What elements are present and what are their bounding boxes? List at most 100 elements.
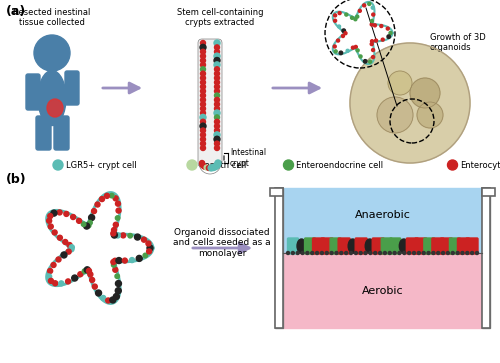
Circle shape [214, 49, 220, 54]
Circle shape [82, 222, 86, 227]
FancyBboxPatch shape [372, 238, 384, 254]
Circle shape [359, 252, 362, 254]
Circle shape [214, 110, 220, 116]
Circle shape [344, 32, 347, 35]
Circle shape [381, 38, 384, 41]
Circle shape [115, 233, 120, 238]
Circle shape [310, 252, 314, 254]
Circle shape [200, 128, 205, 133]
Circle shape [374, 252, 376, 254]
Circle shape [58, 281, 64, 286]
Circle shape [442, 252, 444, 254]
Circle shape [92, 284, 98, 289]
Circle shape [51, 262, 56, 268]
Ellipse shape [400, 239, 408, 253]
Circle shape [456, 252, 459, 254]
Circle shape [48, 278, 54, 284]
FancyBboxPatch shape [65, 71, 79, 105]
Circle shape [53, 160, 63, 170]
Circle shape [368, 60, 372, 63]
Circle shape [335, 252, 338, 254]
Circle shape [200, 119, 205, 124]
Circle shape [356, 49, 359, 52]
Circle shape [389, 32, 392, 34]
Circle shape [387, 35, 390, 38]
Bar [283, 188, 482, 253]
Circle shape [214, 146, 220, 151]
Circle shape [114, 222, 118, 227]
Circle shape [436, 252, 440, 254]
Circle shape [51, 210, 57, 216]
Circle shape [384, 252, 386, 254]
Circle shape [334, 19, 336, 22]
FancyBboxPatch shape [54, 116, 69, 150]
Circle shape [380, 25, 383, 28]
Circle shape [122, 258, 128, 263]
Bar [283, 253, 482, 328]
FancyBboxPatch shape [26, 74, 40, 110]
Circle shape [204, 165, 209, 170]
Text: Growth of 3D
organoids: Growth of 3D organoids [430, 33, 486, 52]
Circle shape [466, 252, 469, 254]
Circle shape [388, 252, 392, 254]
Circle shape [200, 62, 205, 68]
Circle shape [200, 84, 205, 89]
Circle shape [214, 71, 220, 76]
Circle shape [200, 97, 205, 102]
Circle shape [476, 252, 478, 254]
Circle shape [214, 106, 220, 111]
Circle shape [200, 76, 205, 81]
Circle shape [345, 13, 348, 16]
Circle shape [106, 298, 110, 303]
Circle shape [200, 137, 205, 142]
Circle shape [346, 49, 349, 52]
Circle shape [88, 272, 93, 277]
Circle shape [212, 164, 218, 170]
Circle shape [200, 93, 205, 98]
Circle shape [334, 14, 336, 17]
Circle shape [57, 210, 62, 215]
Circle shape [214, 97, 220, 102]
Circle shape [338, 12, 341, 15]
Circle shape [116, 258, 122, 264]
Circle shape [58, 235, 62, 240]
Circle shape [342, 29, 345, 32]
Circle shape [82, 269, 87, 273]
Circle shape [461, 252, 464, 254]
Text: Enteroendocrine cell: Enteroendocrine cell [296, 160, 384, 170]
Circle shape [398, 252, 401, 254]
Circle shape [56, 257, 61, 262]
Circle shape [86, 268, 92, 273]
Circle shape [200, 71, 205, 76]
Circle shape [342, 34, 344, 37]
Circle shape [344, 252, 348, 254]
Circle shape [292, 252, 294, 254]
Circle shape [306, 252, 309, 254]
Circle shape [200, 80, 205, 85]
Circle shape [214, 57, 220, 64]
FancyBboxPatch shape [198, 39, 222, 167]
Circle shape [84, 267, 90, 273]
Circle shape [350, 16, 354, 19]
Circle shape [372, 13, 374, 16]
Circle shape [214, 115, 220, 120]
Circle shape [200, 58, 205, 63]
Circle shape [372, 56, 374, 58]
Circle shape [130, 258, 134, 262]
Circle shape [388, 71, 412, 95]
Circle shape [350, 43, 470, 163]
Circle shape [362, 4, 366, 7]
FancyBboxPatch shape [458, 238, 469, 254]
Circle shape [432, 252, 435, 254]
Text: (b): (b) [6, 173, 26, 186]
Circle shape [333, 45, 336, 48]
Circle shape [88, 215, 94, 221]
FancyBboxPatch shape [304, 238, 316, 254]
Circle shape [418, 252, 420, 254]
Circle shape [286, 252, 290, 254]
Circle shape [417, 102, 443, 128]
Circle shape [422, 252, 425, 254]
Circle shape [334, 50, 337, 53]
Bar [482, 188, 490, 328]
Circle shape [48, 213, 52, 219]
